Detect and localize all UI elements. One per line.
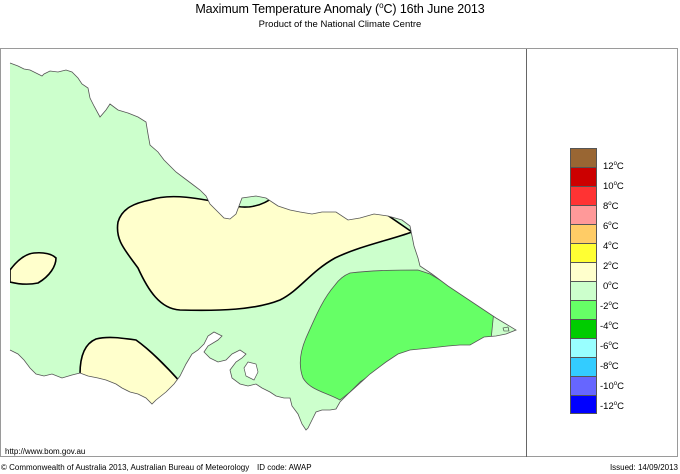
- legend-swatch: [570, 205, 597, 224]
- legend-label: -8oC: [600, 361, 619, 372]
- issued-date: Issued: 14/09/2013: [609, 463, 678, 472]
- legend-color-bar: [570, 148, 598, 414]
- copyright-notice: © Commonwealth of Australia 2013, Austra…: [1, 463, 250, 472]
- legend-label: -4oC: [600, 321, 619, 332]
- title-prefix: Maximum Temperature Anomaly (: [195, 2, 380, 16]
- island-outline: [243, 361, 259, 381]
- warm-region-west: [10, 251, 57, 285]
- degree-symbol: o: [379, 1, 384, 10]
- bom-url-link[interactable]: http://www.bom.gov.au: [5, 447, 86, 456]
- legend-swatch: [570, 148, 597, 167]
- legend-label: -12oC: [600, 401, 624, 412]
- state-outline: [9, 62, 517, 431]
- legend-swatch: [570, 262, 597, 281]
- legend-divider: [526, 49, 527, 457]
- map-title: Maximum Temperature Anomaly (oC) 16th Ju…: [0, 1, 680, 16]
- legend-swatch: [570, 395, 597, 414]
- legend-label: 6oC: [603, 221, 619, 232]
- legend-label: 12oC: [603, 161, 624, 172]
- legend-swatch: [570, 243, 597, 262]
- legend-swatch: [570, 338, 597, 357]
- legend-label: 0oC: [603, 281, 619, 292]
- legend-label: 4oC: [603, 241, 619, 252]
- legend-swatch: [570, 167, 597, 186]
- legend-label: -10oC: [600, 381, 624, 392]
- map-subtitle: Product of the National Climate Centre: [258, 19, 422, 30]
- legend-swatch: [570, 357, 597, 376]
- map-frame: [0, 48, 678, 457]
- legend-swatch: [570, 281, 597, 300]
- legend-label: -2oC: [600, 301, 619, 312]
- legend-swatch: [570, 186, 597, 205]
- legend-swatch: [570, 319, 597, 338]
- legend-swatch: [570, 376, 597, 395]
- legend-label: 10oC: [603, 181, 624, 192]
- title-suffix: C) 16th June 2013: [383, 2, 485, 16]
- legend-swatch: [570, 224, 597, 243]
- legend-label: 8oC: [603, 201, 619, 212]
- gabo-marker: [502, 326, 510, 332]
- warm-region-central: [116, 189, 414, 312]
- legend-swatch: [570, 300, 597, 319]
- id-code: ID code: AWAP: [257, 463, 312, 472]
- legend-label: 2oC: [603, 261, 619, 272]
- legend-label: -6oC: [600, 341, 619, 352]
